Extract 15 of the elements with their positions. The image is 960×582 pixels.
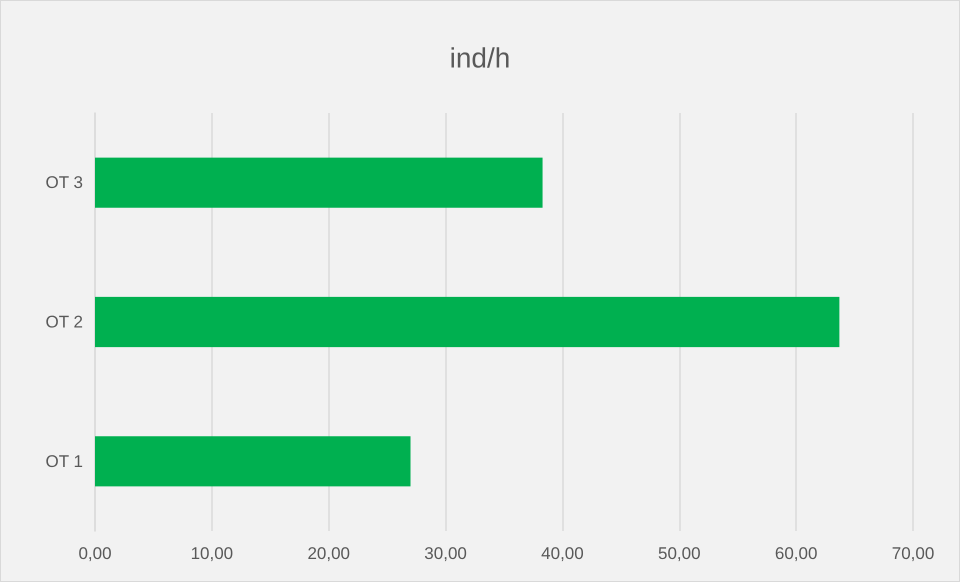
x-tick-label: 60,00 (774, 544, 818, 563)
chart-title: ind/h (450, 42, 510, 74)
bar (95, 296, 840, 348)
y-tick-label: OT 2 (46, 312, 83, 332)
bar (95, 158, 543, 208)
y-tick-label: OT 3 (46, 173, 83, 192)
x-tick-label: 50,00 (658, 544, 701, 563)
x-tick-label: 0,00 (78, 544, 112, 563)
x-tick-label: 70,00 (892, 544, 934, 563)
x-tick-label: 40,00 (541, 544, 584, 563)
y-tick-label: OT 1 (46, 452, 83, 471)
x-tick-label: 20,00 (307, 544, 350, 563)
x-tick-label: 30,00 (424, 544, 467, 563)
bar (95, 436, 411, 486)
x-tick-label: 10,00 (190, 544, 234, 563)
